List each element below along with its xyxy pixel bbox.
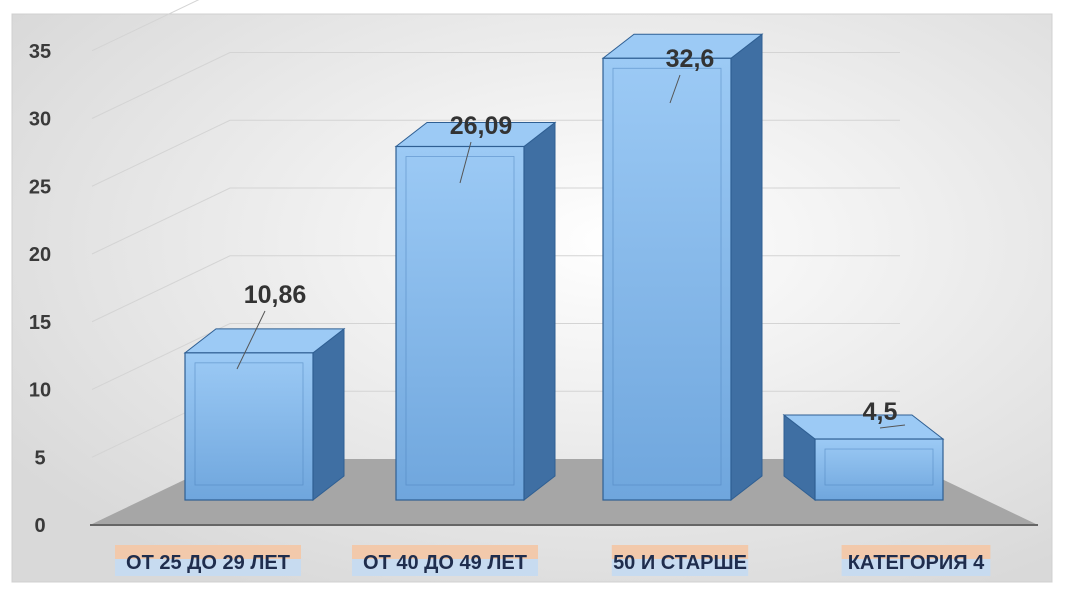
data-label-leader xyxy=(879,424,906,429)
bar-inner-edge xyxy=(194,362,304,486)
category-highlight xyxy=(115,559,301,576)
bar-front xyxy=(814,438,944,501)
y-tick-label: 25 xyxy=(29,176,51,198)
y-tick-label: 5 xyxy=(34,447,45,469)
data-label-leader xyxy=(236,310,266,370)
category-highlight xyxy=(115,545,301,559)
bar-inner-edge xyxy=(824,448,934,486)
y-tick-label: 10 xyxy=(29,380,51,402)
bar-inner-edge xyxy=(405,156,515,486)
data-label: 4,5 xyxy=(863,398,898,426)
bar-side xyxy=(730,33,763,502)
y-tick-label: 30 xyxy=(29,109,51,131)
y-tick-label: 20 xyxy=(29,244,51,266)
bar-front xyxy=(395,145,525,501)
y-tick-label: 0 xyxy=(34,515,45,537)
x-tick-label: 50 И СТАРШЕ xyxy=(613,552,747,574)
gridline xyxy=(91,0,200,52)
x-tick-4: КАТЕГОРИЯ 4 xyxy=(841,545,991,576)
x-tick-2: ОТ 40 ДО 49 ЛЕТ xyxy=(352,545,538,576)
x-tick-3: 50 И СТАРШЕ xyxy=(611,545,749,576)
x-tick-1: ОТ 25 ДО 29 ЛЕТ xyxy=(115,545,301,576)
x-tick-label: ОТ 40 ДО 49 ЛЕТ xyxy=(363,552,527,574)
bar-4 xyxy=(782,414,945,502)
bar-front xyxy=(602,57,732,501)
bar-front xyxy=(184,352,314,501)
x-tick-label: КАТЕГОРИЯ 4 xyxy=(848,552,985,574)
x-tick-label: ОТ 25 ДО 29 ЛЕТ xyxy=(126,552,290,574)
data-label-leader xyxy=(669,74,681,104)
category-highlight xyxy=(611,545,749,559)
bar-side xyxy=(523,121,556,502)
category-highlight xyxy=(352,545,538,559)
category-highlight xyxy=(611,559,749,576)
data-label-leader xyxy=(459,141,472,184)
data-label: 32,6 xyxy=(666,45,715,73)
bar-3 xyxy=(601,33,764,502)
category-highlight xyxy=(352,559,538,576)
data-label: 26,09 xyxy=(450,112,513,140)
y-tick-label: 15 xyxy=(29,312,51,334)
category-highlight xyxy=(841,545,991,559)
bar-2 xyxy=(394,121,557,502)
bar-1 xyxy=(183,327,346,502)
data-label: 10,86 xyxy=(244,281,307,309)
bar-side xyxy=(312,327,345,502)
y-tick-label: 35 xyxy=(29,41,51,63)
category-highlight xyxy=(841,559,991,576)
bar-inner-edge xyxy=(612,67,722,486)
